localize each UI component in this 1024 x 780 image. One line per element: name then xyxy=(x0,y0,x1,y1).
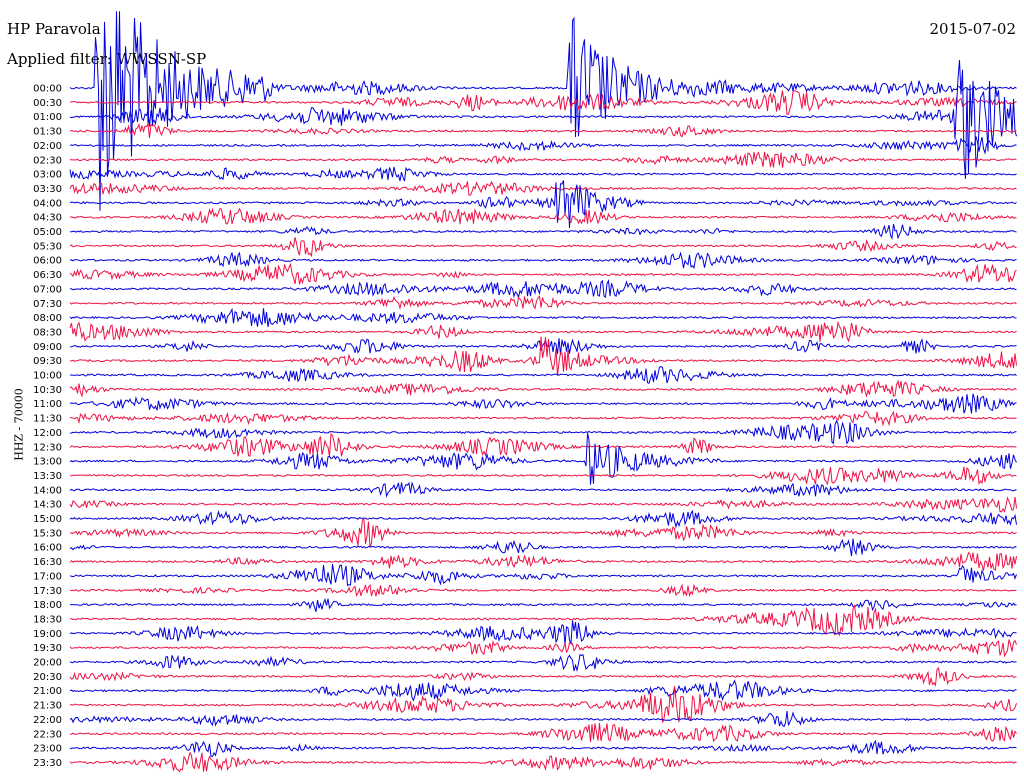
time-tick-label: 15:30 xyxy=(33,528,62,539)
time-tick-label: 11:30 xyxy=(33,414,62,425)
seismic-trace xyxy=(69,166,1017,182)
seismic-trace xyxy=(69,667,1017,687)
seismic-trace xyxy=(69,481,1017,498)
time-tick-label: 23:00 xyxy=(33,744,62,755)
seismic-trace xyxy=(69,509,1017,529)
seismic-trace xyxy=(69,90,1017,115)
time-tick-label: 01:00 xyxy=(33,112,62,123)
time-tick-label: 21:30 xyxy=(33,701,62,712)
time-tick-label: 12:30 xyxy=(33,442,62,453)
time-tick-label: 05:30 xyxy=(33,241,62,252)
time-tick-label: 08:00 xyxy=(33,313,62,324)
time-tick-label: 05:00 xyxy=(33,227,62,238)
time-tick-label: 06:30 xyxy=(33,270,62,281)
seismic-trace xyxy=(69,136,1017,155)
seismic-trace xyxy=(69,432,1017,485)
time-tick-label: 13:30 xyxy=(33,471,62,482)
time-tick-label: 06:00 xyxy=(33,256,62,267)
seismic-trace xyxy=(69,410,1017,427)
seismic-trace xyxy=(69,496,1017,513)
time-tick-label: 13:00 xyxy=(33,457,62,468)
seismic-trace xyxy=(69,620,1017,646)
seismic-trace xyxy=(69,686,1017,723)
seismic-trace xyxy=(69,11,1017,211)
time-tick-label: 17:00 xyxy=(33,571,62,582)
seismic-trace xyxy=(69,180,1017,229)
time-tick-label: 08:30 xyxy=(33,327,62,338)
time-tick-label: 16:30 xyxy=(33,557,62,568)
seismic-trace xyxy=(69,639,1017,658)
time-tick-label: 02:30 xyxy=(33,155,62,166)
time-tick-label: 07:30 xyxy=(33,299,62,310)
time-tick-label: 10:30 xyxy=(33,385,62,396)
time-tick-label: 17:30 xyxy=(33,586,62,597)
time-tick-label: 04:30 xyxy=(33,213,62,224)
time-tick-label: 09:00 xyxy=(33,342,62,353)
seismic-trace xyxy=(69,739,1017,757)
time-tick-label: 23:30 xyxy=(33,758,62,769)
time-tick-label: 18:00 xyxy=(33,600,62,611)
seismic-trace xyxy=(69,597,1017,612)
time-tick-label: 22:30 xyxy=(33,729,62,740)
time-tick-label: 21:00 xyxy=(33,686,62,697)
seismic-trace xyxy=(69,151,1017,168)
seismic-trace xyxy=(69,564,1017,587)
seismic-trace xyxy=(69,711,1017,728)
time-tick-label: 18:30 xyxy=(33,614,62,625)
time-tick-label: 15:00 xyxy=(33,514,62,525)
seismic-trace xyxy=(69,379,1017,398)
time-tick-label: 07:00 xyxy=(33,284,62,295)
seismic-trace xyxy=(69,751,1017,773)
time-tick-label: 02:00 xyxy=(33,141,62,152)
seismic-trace xyxy=(69,295,1017,311)
seismic-trace xyxy=(69,307,1017,328)
time-tick-label: 11:00 xyxy=(33,399,62,410)
seismic-trace xyxy=(69,419,1017,445)
seismic-trace xyxy=(69,237,1017,258)
time-tick-label: 10:00 xyxy=(33,371,62,382)
time-tick-label: 00:00 xyxy=(33,84,62,95)
seismic-trace xyxy=(69,278,1017,299)
time-tick-label: 03:30 xyxy=(33,184,62,195)
station-title: HP Paravola xyxy=(7,20,101,38)
time-tick-label: 01:30 xyxy=(33,127,62,138)
seismic-trace xyxy=(69,653,1017,673)
seismic-trace xyxy=(69,583,1017,598)
time-tick-label: 12:00 xyxy=(33,428,62,439)
time-tick-label: 19:00 xyxy=(33,629,62,640)
time-tick-label: 09:30 xyxy=(33,356,62,367)
seismic-trace xyxy=(69,207,1017,225)
seismic-trace xyxy=(69,60,1017,179)
seismic-trace xyxy=(69,393,1017,414)
seismic-trace xyxy=(69,262,1017,285)
seismic-trace xyxy=(69,251,1017,270)
date-label: 2015-07-02 xyxy=(929,20,1016,38)
time-tick-label: 16:00 xyxy=(33,543,62,554)
seismic-trace xyxy=(69,338,1017,355)
time-tick-label: 00:30 xyxy=(33,98,62,109)
time-tick-label: 03:00 xyxy=(33,170,62,181)
seismic-trace xyxy=(69,519,1017,548)
seismic-trace xyxy=(69,366,1017,384)
time-tick-label: 20:00 xyxy=(33,658,62,669)
time-tick-label: 04:00 xyxy=(33,198,62,209)
seismic-trace xyxy=(69,466,1017,486)
seismic-trace xyxy=(69,122,1017,139)
time-tick-label: 14:30 xyxy=(33,500,62,511)
seismic-trace xyxy=(69,551,1017,571)
time-tick-label: 14:00 xyxy=(33,485,62,496)
seismic-trace xyxy=(69,336,1017,376)
time-tick-label: 20:30 xyxy=(33,672,62,683)
seismic-trace xyxy=(69,180,1017,196)
time-tick-label: 22:00 xyxy=(33,715,62,726)
seismic-trace xyxy=(69,538,1017,557)
seismic-trace xyxy=(69,604,1017,637)
seismic-trace xyxy=(69,320,1017,343)
seismic-trace xyxy=(69,223,1017,240)
seismic-trace xyxy=(69,722,1017,743)
seismic-trace xyxy=(69,432,1017,457)
time-tick-label: 19:30 xyxy=(33,643,62,654)
seismic-trace xyxy=(69,679,1017,702)
